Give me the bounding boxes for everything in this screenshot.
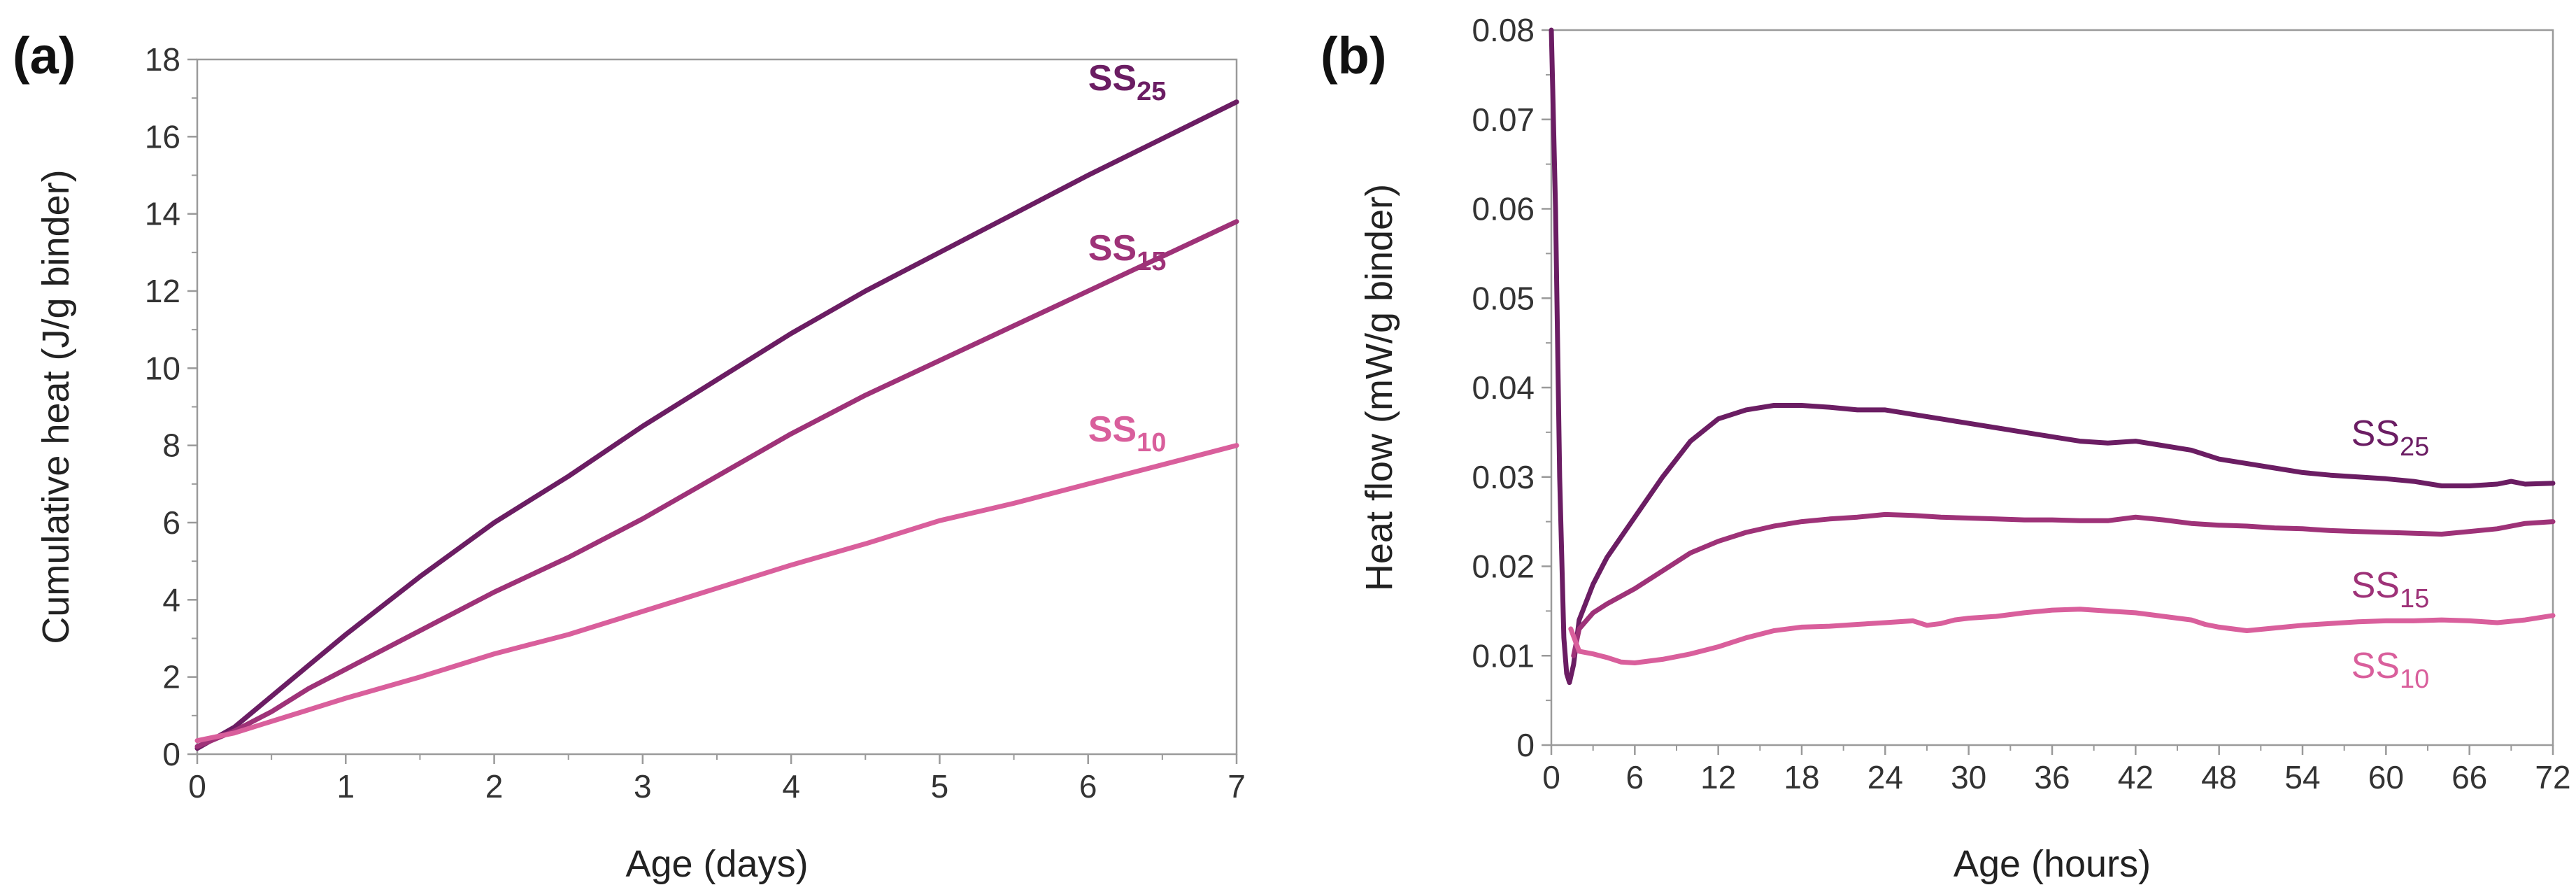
x-tick-label: 3	[634, 768, 652, 805]
y-tick-label: 0.02	[1472, 548, 1535, 585]
series-line-ss10	[194, 443, 1239, 744]
y-tick-label: 0.01	[1472, 637, 1535, 674]
y-tick-label: 16	[145, 118, 180, 155]
y-tick-label: 12	[145, 273, 180, 309]
series-label-ss10: SS10	[2351, 646, 2430, 694]
series-line-ss25	[1549, 27, 2556, 686]
panel-label: (b)	[1321, 27, 1387, 85]
x-tick-label: 54	[2284, 759, 2320, 795]
x-tick-label: 48	[2201, 759, 2237, 795]
x-tick-label: 42	[2118, 759, 2154, 795]
x-tick-label: 18	[1784, 759, 1819, 795]
x-tick-label: 60	[2368, 759, 2404, 795]
y-tick-label: 10	[145, 350, 180, 386]
series-line-ss25	[194, 99, 1239, 751]
x-tick-label: 30	[1951, 759, 1986, 795]
x-tick-label: 12	[1700, 759, 1736, 795]
x-tick-label: 72	[2535, 759, 2570, 795]
series-label-ss15: SS15	[2351, 565, 2430, 614]
series-line-ss15	[1571, 511, 2556, 658]
y-tick-label: 0.03	[1472, 459, 1535, 495]
series-label-ss25: SS25	[2351, 413, 2430, 462]
series-label-ss10: SS10	[1088, 409, 1167, 458]
y-tick-label: 0.07	[1472, 101, 1535, 138]
y-tick-label: 0.08	[1472, 12, 1535, 48]
x-tick-label: 2	[485, 768, 504, 805]
x-tick-label: 6	[1626, 759, 1644, 795]
x-tick-label: 0	[1542, 759, 1560, 795]
chart-panel-b: (b) 0 0.01 0.02 0.03 0.04 0.05 0.06 0.07 0.08 0 6 12…	[1321, 12, 2571, 885]
y-tick-label: 14	[145, 196, 180, 232]
x-tick-label: 7	[1227, 768, 1246, 805]
y-tick-label: 0	[162, 736, 180, 772]
x-tick-label: 0	[188, 768, 206, 805]
plot-frame	[196, 58, 1238, 756]
x-tick-label: 24	[1867, 759, 1903, 795]
series-label-ss25: SS25	[1088, 58, 1167, 106]
series-label-ss15: SS15	[1088, 228, 1167, 276]
x-tick-label: 36	[2034, 759, 2070, 795]
y-tick-label: 0.05	[1472, 280, 1535, 316]
x-tick-label: 66	[2452, 759, 2487, 795]
x-tick-label: 4	[782, 768, 800, 805]
x-tick-label: 5	[931, 768, 949, 805]
y-tick-label: 0.04	[1472, 369, 1535, 406]
x-axis-title: Age (hours)	[1954, 843, 2151, 885]
x-axis-title: Age (days)	[625, 843, 808, 885]
y-axis-title: Cumulative heat (J/g binder)	[35, 169, 77, 644]
y-tick-label: 4	[162, 581, 180, 618]
y-tick-label: 0.06	[1472, 191, 1535, 227]
panel-label: (a)	[13, 27, 76, 85]
plot-frame	[1550, 29, 2554, 746]
x-tick-label: 1	[336, 768, 355, 805]
series-line-ss15	[194, 219, 1239, 749]
y-tick-label: 2	[162, 659, 180, 695]
y-tick-label: 6	[162, 504, 180, 541]
series-line-ss10	[1568, 607, 2556, 665]
y-tick-label: 18	[145, 41, 180, 78]
y-axis-title: Heat flow (mW/g binder)	[1358, 184, 1400, 591]
y-tick-label: 8	[162, 427, 180, 464]
y-tick-label: 0	[1516, 727, 1535, 763]
x-tick-label: 6	[1079, 768, 1097, 805]
